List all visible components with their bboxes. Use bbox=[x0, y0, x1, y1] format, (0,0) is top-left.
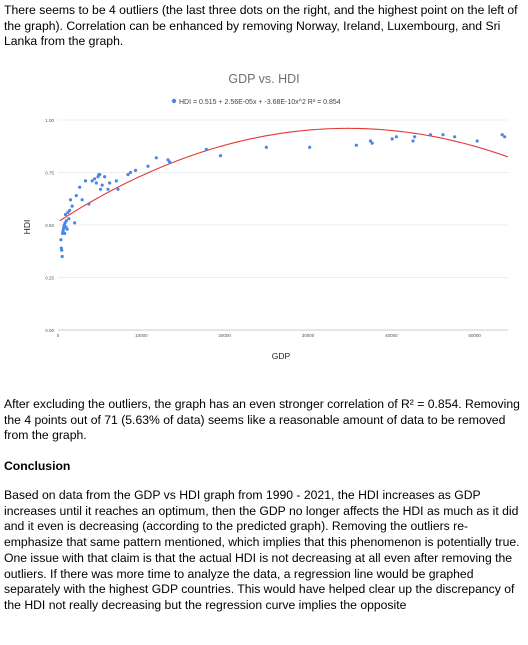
data-point bbox=[68, 198, 73, 202]
data-point bbox=[78, 185, 82, 189]
legend-marker-icon bbox=[171, 98, 177, 104]
data-point bbox=[90, 179, 94, 183]
data-point bbox=[103, 175, 107, 179]
chart-title: GDP vs. HDI bbox=[228, 72, 299, 86]
data-point bbox=[87, 202, 91, 206]
data-point bbox=[428, 133, 433, 137]
intro-paragraph: There seems to be 4 outliers (the last t… bbox=[4, 3, 518, 49]
data-point bbox=[65, 227, 69, 231]
data-point bbox=[73, 221, 77, 225]
x-tick-label: 40000 bbox=[385, 333, 398, 338]
x-axis-label: GDP bbox=[272, 351, 291, 361]
data-point bbox=[83, 179, 88, 183]
data-point bbox=[74, 194, 78, 198]
y-tick-label: 0.75 bbox=[45, 171, 54, 176]
data-point bbox=[204, 147, 208, 151]
regression-curve bbox=[59, 127, 509, 222]
conclusion-paragraph: Based on data from the GDP vs HDI graph … bbox=[4, 488, 520, 612]
scatter-points bbox=[59, 133, 507, 259]
data-point bbox=[98, 173, 102, 177]
data-point bbox=[154, 156, 158, 160]
data-point bbox=[60, 254, 64, 259]
x-tick-label: 0 bbox=[57, 333, 60, 338]
data-point bbox=[475, 139, 479, 143]
outlier-paragraph: After excluding the outliers, the graph … bbox=[4, 397, 520, 443]
y-tick-label: 1.00 bbox=[45, 118, 54, 123]
data-point bbox=[168, 160, 172, 164]
chart-legend: HDI = 0.515 + 2.56E-05x + -3.68E-10x^2 R… bbox=[171, 98, 341, 106]
x-tick-label: 10000 bbox=[135, 333, 148, 338]
y-tick-label: 0.50 bbox=[45, 223, 54, 228]
data-point bbox=[60, 248, 64, 252]
x-tick-label: 30000 bbox=[302, 333, 315, 338]
data-point bbox=[94, 181, 98, 185]
y-tick-label: 0.00 bbox=[45, 328, 54, 333]
data-point bbox=[370, 141, 374, 145]
data-point bbox=[394, 135, 398, 139]
data-point bbox=[108, 181, 112, 185]
data-point bbox=[441, 133, 445, 137]
data-point bbox=[264, 145, 268, 149]
data-point bbox=[354, 143, 358, 147]
legend-entry: HDI = 0.515 + 2.56E-05x + -3.68E-10x^2 R… bbox=[179, 99, 341, 106]
chart-gridlines bbox=[58, 119, 508, 331]
y-axis-label: HDI bbox=[22, 220, 32, 235]
data-point bbox=[146, 164, 150, 168]
data-point bbox=[100, 183, 104, 187]
data-point bbox=[64, 219, 68, 223]
chart-svg: GDP vs. HDI HDI = 0.515 + 2.56E-05x + -3… bbox=[22, 72, 509, 361]
gdp-hdi-chart: GDP vs. HDI HDI = 0.515 + 2.56E-05x + -3… bbox=[0, 60, 528, 390]
data-point bbox=[133, 168, 138, 172]
data-point bbox=[390, 137, 394, 141]
data-point bbox=[106, 187, 110, 191]
data-point bbox=[128, 170, 133, 175]
y-tick-label: 0.25 bbox=[45, 276, 54, 281]
data-point bbox=[63, 212, 68, 217]
data-point bbox=[126, 173, 130, 177]
data-point bbox=[93, 177, 97, 181]
data-point bbox=[68, 208, 72, 212]
data-point bbox=[411, 139, 415, 143]
x-axis-ticks: 0 10000 20000 30000 40000 50000 bbox=[57, 333, 482, 338]
data-point bbox=[500, 133, 504, 137]
data-point bbox=[116, 187, 120, 191]
data-point bbox=[114, 179, 118, 183]
y-axis-ticks: 0.00 0.25 0.50 0.75 1.00 bbox=[45, 118, 54, 333]
data-point bbox=[218, 154, 223, 158]
data-point bbox=[70, 204, 74, 208]
data-point bbox=[59, 238, 63, 242]
x-tick-label: 50000 bbox=[468, 333, 481, 338]
x-tick-label: 20000 bbox=[218, 333, 231, 338]
data-point bbox=[80, 198, 84, 202]
data-point bbox=[98, 187, 103, 191]
data-point bbox=[413, 135, 417, 139]
data-point bbox=[308, 145, 312, 149]
data-point bbox=[453, 135, 457, 139]
data-point bbox=[63, 231, 67, 235]
data-point bbox=[67, 217, 71, 221]
conclusion-heading: Conclusion bbox=[4, 459, 71, 473]
data-point bbox=[503, 135, 507, 139]
